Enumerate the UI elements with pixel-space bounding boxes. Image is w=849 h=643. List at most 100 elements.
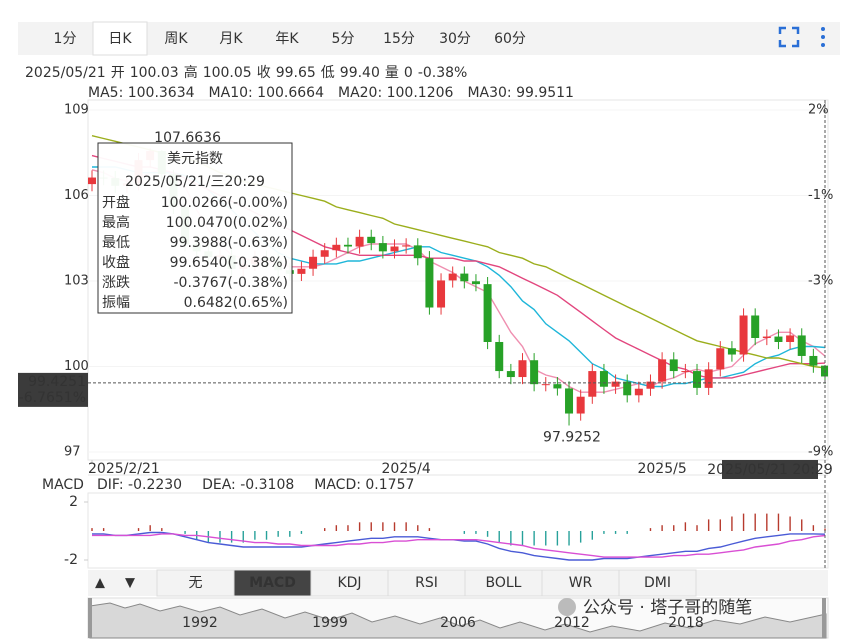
candle-body bbox=[774, 336, 783, 342]
indicator-tab[interactable]: MACD bbox=[249, 575, 296, 591]
macd-legend: DEA: -0.3108 bbox=[202, 477, 294, 493]
candle-body bbox=[739, 315, 748, 355]
dot bbox=[821, 43, 825, 47]
candle-body bbox=[797, 335, 806, 356]
indicator-tab[interactable]: DMI bbox=[644, 575, 671, 591]
watermark-icon bbox=[558, 598, 576, 616]
indicator-tab-bg bbox=[541, 569, 620, 597]
tab[interactable]: 月K bbox=[219, 31, 243, 47]
arrow-button[interactable]: ▼ bbox=[125, 576, 135, 591]
tab-bar bbox=[18, 22, 840, 55]
indicator-tab-bg bbox=[233, 569, 312, 597]
crosshair-box bbox=[18, 372, 88, 407]
tab[interactable]: 5分 bbox=[332, 31, 355, 47]
overview-year: 2018 bbox=[668, 615, 704, 631]
candle-body bbox=[390, 246, 399, 252]
tab-active bbox=[92, 21, 148, 56]
y-tick-label: 100 bbox=[64, 359, 89, 374]
candle-body bbox=[599, 371, 608, 387]
overview-year: 1999 bbox=[312, 615, 348, 631]
quote-item: 2025/05/21 bbox=[25, 65, 106, 81]
tooltip-label: 涨跌 bbox=[102, 275, 130, 291]
tooltip-value: 99.6540(-0.38%) bbox=[170, 255, 288, 271]
tooltip-value: 100.0266(-0.00%) bbox=[161, 195, 288, 211]
candle-body bbox=[646, 381, 655, 389]
tooltip-label: 最低 bbox=[102, 235, 130, 251]
candle-body bbox=[378, 243, 387, 252]
tab[interactable]: 周K bbox=[164, 31, 188, 47]
y-tick-label: 109 bbox=[64, 103, 89, 118]
candle-body bbox=[553, 384, 562, 389]
tooltip-value: 99.3988(-0.63%) bbox=[170, 235, 288, 251]
indicator-tab-bg bbox=[618, 569, 697, 597]
quote-item: 99.65 bbox=[276, 65, 316, 81]
candle-body bbox=[506, 371, 515, 378]
indicator-tab[interactable]: WR bbox=[569, 575, 593, 591]
more-icon[interactable] bbox=[821, 27, 825, 47]
candle-body bbox=[716, 348, 725, 370]
macd-frame bbox=[87, 492, 829, 569]
candle-body bbox=[658, 359, 667, 382]
tab[interactable]: 60分 bbox=[494, 31, 526, 47]
overview-year: 2006 bbox=[440, 615, 476, 631]
tooltip-value: 100.0470(0.02%) bbox=[166, 215, 288, 231]
y2-tick-label: -9% bbox=[808, 445, 833, 460]
quote-item: 99.40 bbox=[340, 65, 380, 81]
indicator-tab-bg bbox=[387, 569, 466, 597]
tooltip-label: 最高 bbox=[102, 214, 130, 231]
x-tick-label: 2025/4 bbox=[382, 461, 431, 477]
macd-line bbox=[92, 533, 826, 558]
quote-item: 100.05 bbox=[203, 65, 252, 81]
crosshair-time-box bbox=[722, 460, 818, 479]
arrow-button[interactable]: ▲ bbox=[95, 576, 105, 591]
tab[interactable]: 年K bbox=[275, 31, 299, 47]
candle-body bbox=[402, 245, 411, 247]
y2-tick-label: 2% bbox=[808, 103, 829, 118]
quote-item: 量 bbox=[385, 65, 399, 81]
crosshair-time: 2025/05/21 20:29 bbox=[707, 462, 833, 478]
candle-body bbox=[565, 388, 574, 414]
fullscreen-icon[interactable] bbox=[778, 26, 800, 48]
candle-body bbox=[367, 236, 376, 244]
indicator-tab[interactable]: BOLL bbox=[486, 575, 522, 591]
tooltip-box bbox=[97, 142, 293, 314]
overview-handle[interactable] bbox=[88, 598, 92, 638]
quote-item: 高 bbox=[184, 64, 198, 81]
fullscreen-icon-path bbox=[778, 26, 800, 48]
quote-item: 收 bbox=[257, 65, 271, 81]
macd-title: MACD bbox=[42, 477, 84, 493]
indicator-tab[interactable]: KDJ bbox=[337, 575, 361, 591]
overview-handle[interactable] bbox=[822, 598, 826, 638]
candle-body bbox=[809, 355, 818, 366]
quote-item: 0 bbox=[404, 65, 413, 81]
tab[interactable]: 日K bbox=[108, 31, 132, 47]
candle-body bbox=[634, 388, 643, 396]
ma-legend: MA10: 100.6664 bbox=[209, 85, 325, 101]
indicator-tab[interactable]: RSI bbox=[415, 575, 438, 591]
x-tick-label: 2025/5 bbox=[637, 461, 686, 477]
candle-body bbox=[425, 258, 434, 308]
candle-body bbox=[460, 273, 469, 282]
candle-body bbox=[541, 384, 550, 386]
tab[interactable]: 30分 bbox=[439, 31, 471, 47]
tab[interactable]: 1分 bbox=[54, 31, 77, 47]
candle-body bbox=[786, 335, 795, 342]
tooltip-value: -0.3767(-0.38%) bbox=[174, 275, 289, 291]
max-label: 107.6636 bbox=[154, 130, 221, 146]
y-tick-label: 97 bbox=[64, 445, 81, 460]
candle-body bbox=[320, 250, 329, 257]
tooltip-time: 2025/05/21/三20:29 bbox=[125, 174, 265, 190]
indicator-tab[interactable]: 无 bbox=[189, 575, 203, 591]
candle-body bbox=[343, 244, 352, 247]
tooltip-label: 振幅 bbox=[102, 295, 130, 311]
macd-tick-label: 2 bbox=[69, 494, 78, 510]
tab[interactable]: 15分 bbox=[383, 31, 415, 47]
tooltip-value: 0.6482(0.65%) bbox=[184, 295, 288, 311]
candle-body bbox=[448, 273, 457, 281]
tooltip-label: 收盘 bbox=[102, 254, 130, 271]
candle-body bbox=[332, 244, 341, 251]
candle-body bbox=[669, 359, 678, 372]
quote-item: -0.38% bbox=[418, 65, 468, 81]
